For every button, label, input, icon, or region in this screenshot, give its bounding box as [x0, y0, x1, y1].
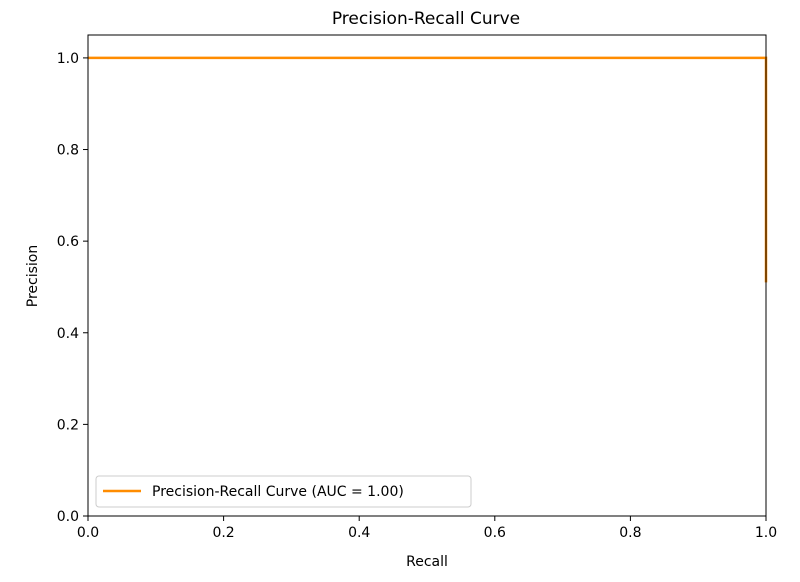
chart-title: Precision-Recall Curve — [332, 9, 520, 29]
y-tick-label: 0.2 — [57, 417, 79, 433]
legend-label: Precision-Recall Curve (AUC = 1.00) — [152, 484, 404, 500]
series-line-0 — [88, 56, 768, 283]
y-tick-label: 0.6 — [57, 234, 79, 250]
plot-area-frame — [87, 34, 767, 517]
legend-box — [95, 475, 472, 508]
x-axis-ticks: 0.0 0.2 0.4 0.6 0.8 1.0 — [77, 516, 777, 541]
series-layer — [88, 56, 768, 283]
y-tick-label: 0.0 — [57, 509, 79, 525]
x-axis-label: Recall — [406, 554, 448, 570]
x-tick-label: 0.4 — [348, 525, 370, 541]
y-tick-label: 1.0 — [57, 51, 79, 67]
x-tick-label: 0.6 — [484, 525, 506, 541]
x-tick-label: 0.0 — [77, 525, 99, 541]
y-axis-label: Precision — [25, 245, 41, 307]
y-tick-label: 0.8 — [57, 143, 79, 159]
legend: Precision-Recall Curve (AUC = 1.00) — [95, 475, 472, 508]
x-tick-label: 1.0 — [755, 525, 777, 541]
x-tick-label: 0.2 — [212, 525, 234, 541]
y-tick-label: 0.4 — [57, 326, 79, 342]
x-tick-label: 0.8 — [619, 525, 641, 541]
y-axis-ticks: 0.0 0.2 0.4 0.6 0.8 1.0 — [57, 51, 88, 525]
